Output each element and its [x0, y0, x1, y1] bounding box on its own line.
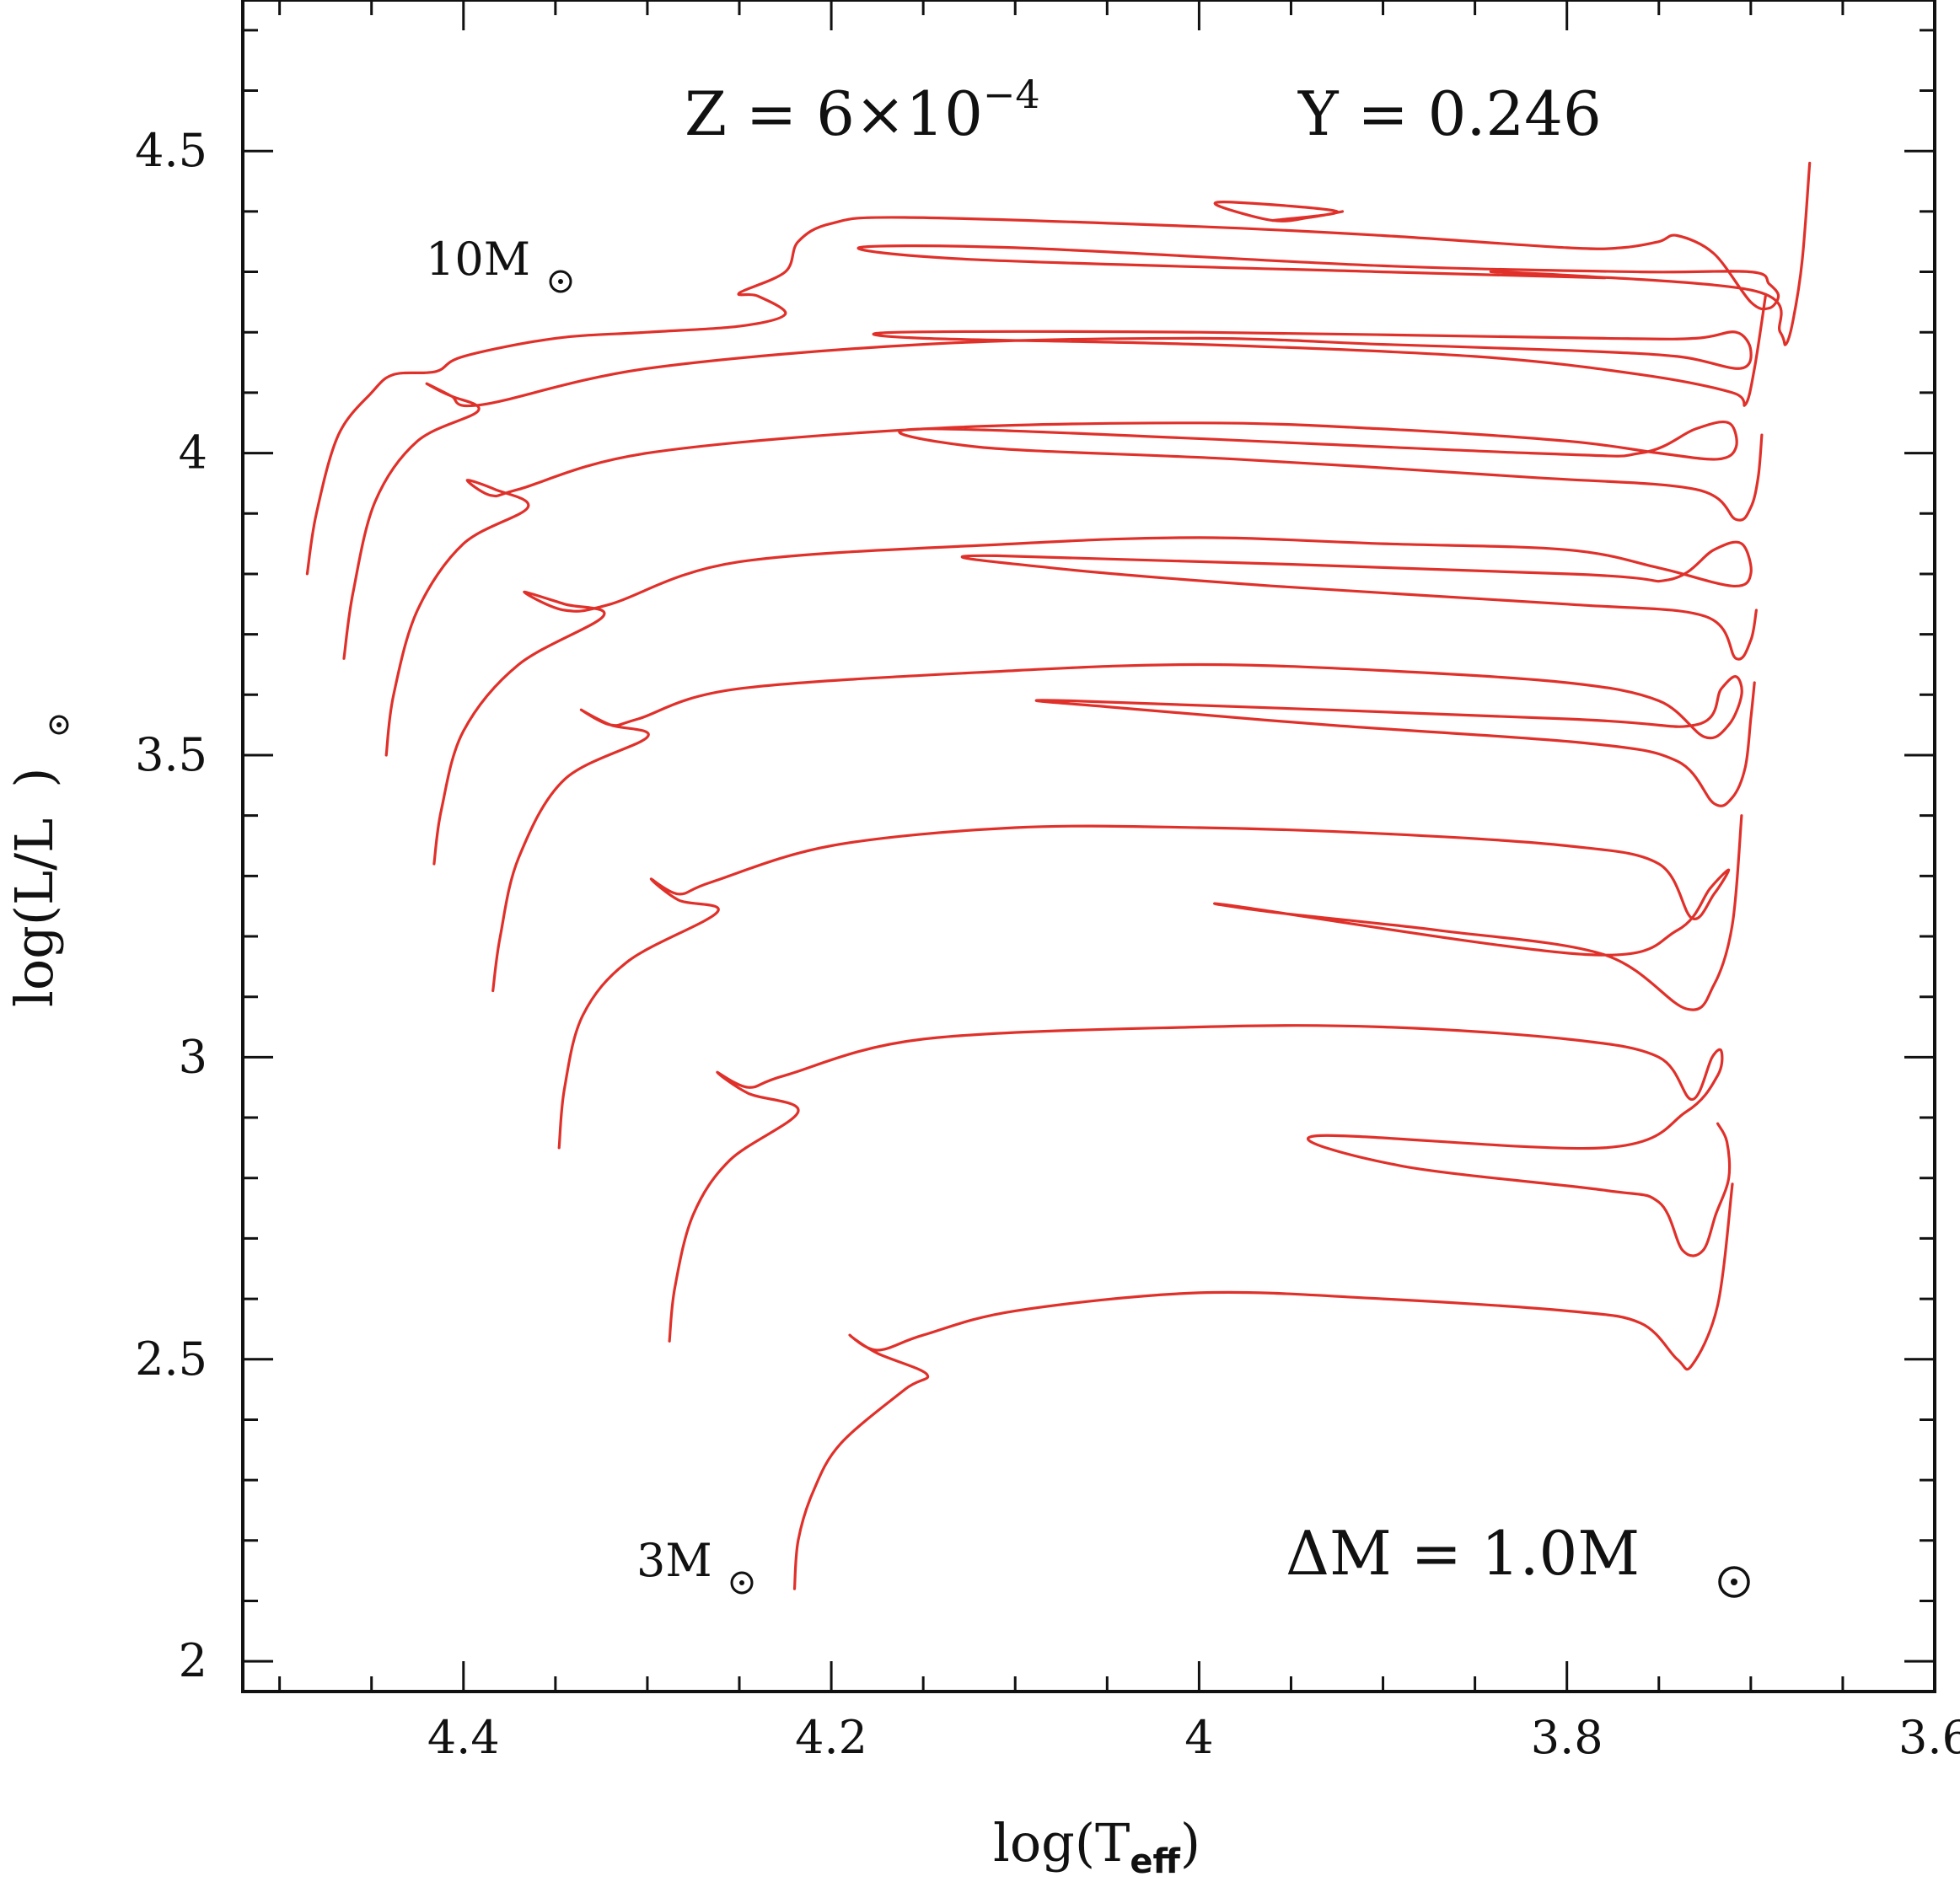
x-tick-label: 4.2: [795, 1711, 867, 1764]
track-6msun: [491, 662, 1756, 993]
delta-m-label: ΔM = 1.0M: [1286, 1518, 1640, 1589]
bottom-mass-label: 3M: [636, 1534, 712, 1587]
x-axis-title-sub: eff: [1130, 1842, 1180, 1881]
sun-symbol-top-dot: [558, 279, 563, 284]
y-axis-title-group: log(L/L): [3, 715, 69, 1007]
y-tick-label: 4: [179, 426, 207, 480]
y-tick-label: 3: [179, 1030, 207, 1083]
evolutionary-tracks: [305, 161, 1812, 1590]
y-axis-title: log(L/L): [3, 768, 65, 1007]
y-axis-sun-symbol-dot: [56, 722, 62, 727]
y-tick-label: 2.5: [135, 1332, 207, 1386]
helium-label: Y = 0.246: [1297, 78, 1602, 149]
sun-symbol-bottom: [730, 1571, 754, 1595]
plot-frame: [241, 0, 1936, 1693]
y-tick-label: 4.5: [135, 124, 207, 177]
sun-symbol-delta-dot: [1731, 1579, 1737, 1585]
track-8msun: [384, 420, 1764, 757]
metallicity-exponent: −4: [983, 72, 1040, 117]
track-4msun: [668, 1024, 1732, 1343]
metallicity-label: Z = 6×10−4: [685, 72, 1040, 149]
x-tick-label: 3.6: [1898, 1711, 1960, 1764]
axis-tick-labels: 4.4 4.2 4 3.8 3.6 2 2.5 3 3.5 4 4.5: [135, 124, 1960, 1764]
track-10msun: [1213, 201, 1345, 223]
x-axis-title-close: ): [1180, 1812, 1200, 1874]
y-tick-label: 3.5: [135, 728, 207, 781]
top-mass-label: 10M: [426, 233, 530, 286]
y-tick-label: 2: [179, 1634, 207, 1687]
x-axis-title: log(Teff): [993, 1812, 1200, 1881]
track-7msun: [432, 536, 1758, 866]
axis-ticks: [243, 0, 1935, 1692]
x-tick-label: 3.8: [1531, 1711, 1603, 1764]
y-axis-sun-symbol: [49, 715, 69, 735]
sun-symbol-bottom-dot: [739, 1580, 744, 1585]
track-10msun: [305, 161, 1812, 576]
x-tick-label: 4: [1184, 1711, 1213, 1764]
sun-symbol-top: [549, 270, 572, 293]
track-3msun: [792, 1182, 1734, 1590]
x-tick-label: 4.4: [427, 1711, 500, 1764]
y-axis-title-close: ): [3, 768, 65, 788]
track-5msun: [557, 814, 1743, 1150]
sun-symbol-delta: [1718, 1566, 1750, 1598]
track-9msun: [342, 294, 1767, 660]
